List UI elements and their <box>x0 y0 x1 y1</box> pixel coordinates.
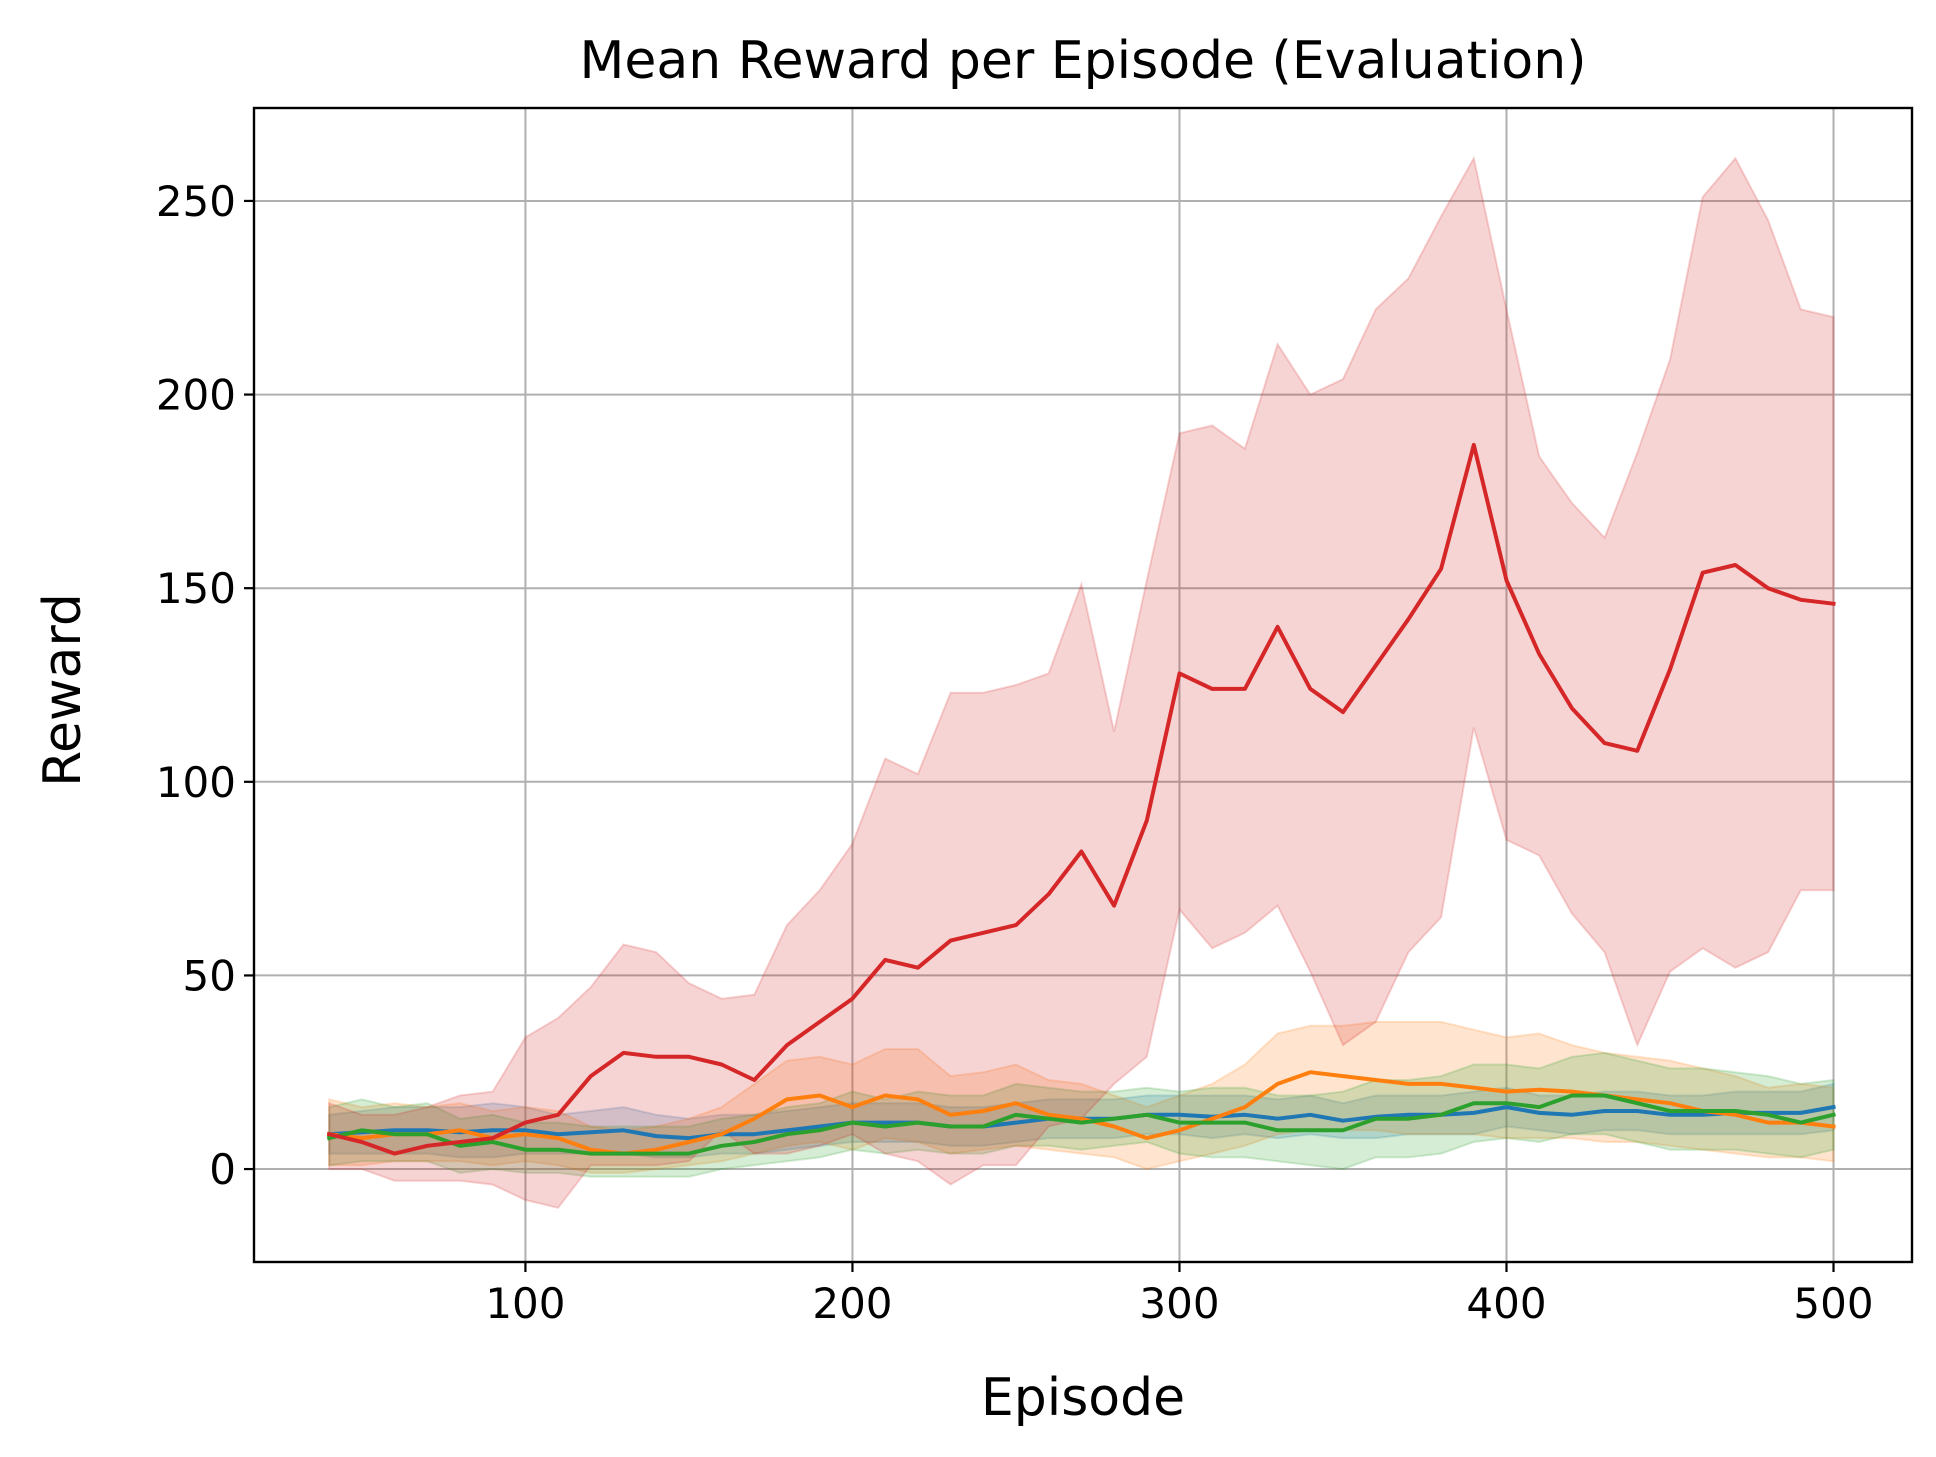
series-3-line <box>326 442 1836 1156</box>
y-tick-label: 200 <box>156 371 236 420</box>
series-1-line <box>326 1070 1836 1156</box>
confidence-bands <box>328 155 1835 1209</box>
grid <box>254 108 1912 1262</box>
x-tick-label: 200 <box>812 1279 892 1328</box>
x-tick-label: 100 <box>485 1279 565 1328</box>
chart-title: Mean Reward per Episode (Evaluation) <box>580 31 1587 91</box>
y-tick-label: 150 <box>156 564 236 613</box>
series-3-band <box>328 155 1835 1209</box>
x-axis-label: Episode <box>981 1368 1185 1428</box>
series-2-line <box>326 1093 1836 1156</box>
y-tick-label: 250 <box>156 177 236 226</box>
series-lines <box>326 442 1836 1156</box>
y-tick-label: 0 <box>209 1145 236 1194</box>
y-axis-label: Reward <box>33 593 93 787</box>
x-tick-label: 300 <box>1139 1279 1219 1328</box>
plot-frame <box>252 106 1914 1264</box>
y-tick-label: 50 <box>183 951 236 1000</box>
y-tick-label: 100 <box>156 758 236 807</box>
x-tick-label: 400 <box>1466 1279 1546 1328</box>
x-tick-label: 500 <box>1793 1279 1873 1328</box>
axis-ticks: 100 200 300 400 500 0 50 100 150 200 250 <box>156 177 1874 1328</box>
